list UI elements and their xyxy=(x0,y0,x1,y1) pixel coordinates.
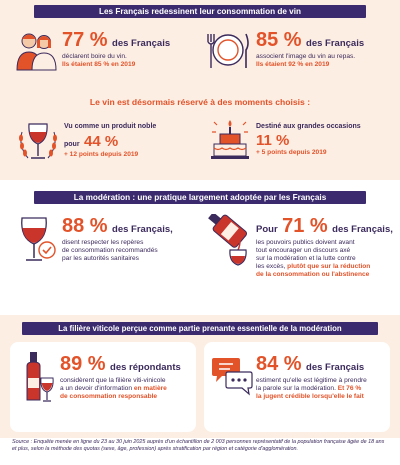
stat-duty-value: 89 % xyxy=(60,353,106,375)
section-1-background xyxy=(0,0,400,180)
stat-duty-accent-inline: en matière xyxy=(133,385,167,392)
stat-wine-meal-line: associent l'image du vin au repas. xyxy=(256,53,356,60)
stat-respect-value: 88 % xyxy=(62,215,108,237)
stat-authorities-prefix: Pour xyxy=(256,224,278,235)
stat-legitimate-value: 84 % xyxy=(256,353,302,375)
source-note: Source : Enquête menée en ligne du 23 au… xyxy=(12,439,385,452)
section-2-banner: La modération : une pratique largement a… xyxy=(34,191,366,204)
stat-legitimate-line-2: la parole sur la modération. xyxy=(256,385,336,392)
stat-legitimate-accent-inline: Et 76 % xyxy=(337,385,362,392)
stat-public-authorities: Pour 71 % des Français, les pouvoirs pub… xyxy=(256,216,398,279)
cake-icon xyxy=(208,116,252,166)
stat-occasions-value: 11 % xyxy=(256,131,290,149)
stat-drink-wine-value: 77 % xyxy=(62,29,108,51)
stat-noble-product: Vu comme un produit noble pour 44 % + 12… xyxy=(64,123,204,159)
stat-drink-wine-accent: Ils étaient 85 % en 2019 xyxy=(62,61,136,68)
stat-duty-lead: des répondants xyxy=(110,362,181,373)
stat-drink-wine-lead: des Français xyxy=(112,38,171,49)
stat-respect-guidelines: 88 % des Français, disent respecter les … xyxy=(62,216,202,263)
section-1-subtitle: Le vin est désormais réservé à des momen… xyxy=(89,97,311,107)
stat-industry-duty: 89 % des répondants considèrent que la f… xyxy=(60,354,196,401)
stat-respect-line-3: par les autorités sanitaires xyxy=(62,255,139,262)
stat-noble-value: 44 % xyxy=(84,132,119,150)
couple-icon xyxy=(14,28,58,72)
stat-authorities-accent-line: de la consommation ou l'abstinence xyxy=(256,271,370,278)
wine-glass-check-icon xyxy=(14,214,58,266)
stat-noble-prefix: pour xyxy=(64,140,80,148)
stat-authorities-line-3: sur la modération et la lutte contre xyxy=(256,255,356,262)
bottle-glass-icon xyxy=(16,350,56,406)
section-3-banner: La filière viticole perçue comme partie … xyxy=(22,322,378,335)
stat-legitimate-voice: 84 % des Français estiment qu'elle est l… xyxy=(256,354,390,401)
stat-card-left xyxy=(10,342,196,432)
stat-occasions-accent: + 5 points depuis 2019 xyxy=(256,148,327,156)
stat-duty-line-2: a un devoir d'information xyxy=(60,385,133,392)
stat-authorities-line-4: les excès, xyxy=(256,263,286,270)
stat-legitimate-line-1: estiment qu'elle est légitime à prendre xyxy=(256,377,367,384)
plate-cutlery-icon xyxy=(204,28,252,72)
stat-respect-line-2: de consommation recommandés xyxy=(62,247,158,254)
stat-duty-line-1: considèrent que la filière viti-vinicole xyxy=(60,377,166,384)
stat-respect-line-1: disent respecter les repères xyxy=(62,239,144,246)
stat-noble-label: Vu comme un produit noble xyxy=(64,123,157,130)
stat-occasions-label: Destiné aux grandes occasions xyxy=(256,123,361,130)
stat-wine-meal-value: 85 % xyxy=(256,29,302,51)
stat-authorities-accent-inline: plutôt que sur la réduction xyxy=(287,263,371,270)
stat-big-occasions: Destiné aux grandes occasions 11 % + 5 p… xyxy=(256,123,396,157)
stat-noble-accent: + 12 points depuis 2019 xyxy=(64,150,139,158)
stat-duty-accent-line: de consommation responsable xyxy=(60,393,158,400)
stat-respect-lead: des Français, xyxy=(112,224,173,235)
section-1-banner: Les Français redessinent leur consommati… xyxy=(34,5,366,18)
stat-wine-meal: 85 % des Français associent l'image du v… xyxy=(256,30,396,69)
stat-drink-wine-line: déclarent boire du vin. xyxy=(62,53,127,60)
stat-wine-meal-accent: Ils étaient 92 % en 2019 xyxy=(256,61,330,68)
stat-drink-wine: 77 % des Français déclarent boire du vin… xyxy=(62,30,202,69)
stat-authorities-line-2: tout encourager un discours axé xyxy=(256,247,351,254)
stat-legitimate-lead: des Français xyxy=(306,362,365,373)
stat-legitimate-accent-line: la jugent crédible lorsqu'elle le fait xyxy=(256,393,364,400)
stat-authorities-lead: des Français, xyxy=(332,224,393,235)
wine-glass-laurel-icon xyxy=(16,118,60,166)
stat-wine-meal-lead: des Français xyxy=(306,38,365,49)
bottle-pour-icon xyxy=(204,212,254,270)
speech-bubbles-icon xyxy=(210,352,254,396)
stat-authorities-line-1: les pouvoirs publics doivent avant xyxy=(256,239,355,246)
stat-authorities-value: 71 % xyxy=(282,215,328,237)
